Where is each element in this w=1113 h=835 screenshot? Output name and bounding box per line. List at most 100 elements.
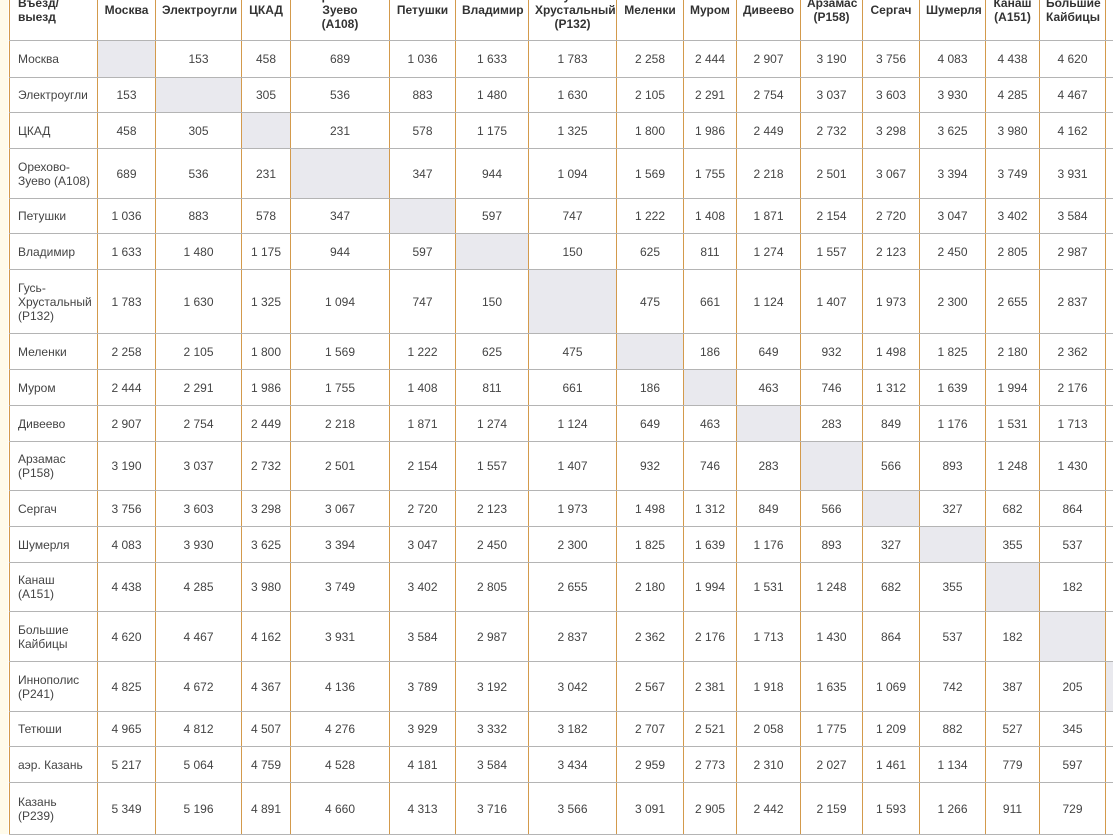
distance-cell: 1 209 xyxy=(863,712,920,747)
distance-cell: 537 xyxy=(1040,527,1106,563)
distance-cell: 3 298 xyxy=(242,491,291,527)
distance-cell: 3 930 xyxy=(156,527,242,563)
distance-cell: 1 124 xyxy=(737,270,801,334)
distance-cell: 1 783 xyxy=(98,270,156,334)
distance-cell: 1 407 xyxy=(801,270,863,334)
distance-cell: 2 154 xyxy=(390,442,456,491)
distance-cell: 475 xyxy=(529,334,617,370)
distance-cell: 2 987 xyxy=(456,612,529,662)
distance-cell: 682 xyxy=(863,563,920,612)
row-label: Меленки xyxy=(10,334,98,370)
distance-cell: 1 800 xyxy=(242,334,291,370)
row-label: Канаш (А151) xyxy=(10,563,98,612)
diagonal-cell xyxy=(863,491,920,527)
row-label: Орехово- Зуево (А108) xyxy=(10,149,98,199)
distance-cell: 2 732 xyxy=(242,442,291,491)
header-row: Въезд/ выезд МоскваЭлектроуглиЦКАДОрехов… xyxy=(10,0,1113,41)
distance-cell: 5 349 xyxy=(98,783,156,835)
distance-cell: 1 783 xyxy=(529,41,617,78)
distance-cell: 3 980 xyxy=(242,563,291,612)
distance-cell: 3 584 xyxy=(456,747,529,783)
distance-cell: 186 xyxy=(617,370,684,406)
distance-cell: 2 720 xyxy=(390,491,456,527)
distance-cell: 4 162 xyxy=(242,612,291,662)
distance-cell: 1 630 xyxy=(529,78,617,113)
distance-cell: 3 047 xyxy=(390,527,456,563)
distance-cell: 1 176 xyxy=(737,527,801,563)
partial-cell xyxy=(1106,527,1113,563)
distance-cell: 5 064 xyxy=(156,747,242,783)
distance-cell: 2 907 xyxy=(98,406,156,442)
distance-cell: 5 217 xyxy=(98,747,156,783)
distance-cell: 746 xyxy=(684,442,737,491)
distance-cell: 458 xyxy=(98,113,156,149)
distance-cell: 1 775 xyxy=(801,712,863,747)
distance-cell: 1 480 xyxy=(156,234,242,270)
distance-cell: 2 754 xyxy=(156,406,242,442)
distance-cell: 3 929 xyxy=(390,712,456,747)
distance-cell: 2 381 xyxy=(684,662,737,712)
distance-cell: 2 027 xyxy=(801,747,863,783)
distance-cell: 3 716 xyxy=(456,783,529,835)
distance-cell: 1 248 xyxy=(986,442,1040,491)
distance-cell: 1 094 xyxy=(291,270,390,334)
distance-cell: 2 837 xyxy=(1040,270,1106,334)
distance-cell: 2 450 xyxy=(920,234,986,270)
distance-cell: 2 258 xyxy=(98,334,156,370)
distance-cell: 2 754 xyxy=(737,78,801,113)
distance-cell: 566 xyxy=(801,491,863,527)
distance-cell: 2 362 xyxy=(617,612,684,662)
distance-cell: 305 xyxy=(156,113,242,149)
distance-cell: 3 394 xyxy=(291,527,390,563)
distance-cell: 2 450 xyxy=(456,527,529,563)
partial-cell xyxy=(1106,563,1113,612)
diagonal-cell xyxy=(1040,612,1106,662)
distance-cell: 3 980 xyxy=(986,113,1040,149)
distance-table: Въезд/ выезд МоскваЭлектроуглиЦКАДОрехов… xyxy=(9,0,1113,835)
distance-cell: 2 291 xyxy=(156,370,242,406)
distance-cell: 2 218 xyxy=(737,149,801,199)
partial-cell xyxy=(1106,199,1113,234)
distance-cell: 4 620 xyxy=(1040,41,1106,78)
distance-cell: 3 047 xyxy=(920,199,986,234)
distance-cell: 2 444 xyxy=(684,41,737,78)
distance-cell: 3 182 xyxy=(529,712,617,747)
distance-cell: 3 749 xyxy=(986,149,1040,199)
distance-cell: 3 067 xyxy=(291,491,390,527)
distance-cell: 153 xyxy=(98,78,156,113)
distance-cell: 2 310 xyxy=(737,747,801,783)
distance-cell: 150 xyxy=(529,234,617,270)
partial-cell xyxy=(1106,712,1113,747)
distance-cell: 1 871 xyxy=(737,199,801,234)
distance-cell: 1 134 xyxy=(920,747,986,783)
distance-cell: 1 973 xyxy=(863,270,920,334)
distance-cell: 625 xyxy=(456,334,529,370)
distance-cell: 661 xyxy=(684,270,737,334)
distance-cell: 2 154 xyxy=(801,199,863,234)
distance-cell: 2 959 xyxy=(617,747,684,783)
distance-cell: 864 xyxy=(1040,491,1106,527)
distance-cell: 2 987 xyxy=(1040,234,1106,270)
distance-cell: 4 136 xyxy=(291,662,390,712)
diagonal-cell xyxy=(684,370,737,406)
distance-cell: 1 569 xyxy=(291,334,390,370)
distance-cell: 944 xyxy=(291,234,390,270)
distance-cell: 864 xyxy=(863,612,920,662)
distance-cell: 1 713 xyxy=(1040,406,1106,442)
column-header: Сергач xyxy=(863,0,920,41)
row-label: Арзамас (Р158) xyxy=(10,442,98,491)
distance-cell: 849 xyxy=(737,491,801,527)
distance-cell: 527 xyxy=(986,712,1040,747)
distance-cell: 327 xyxy=(863,527,920,563)
distance-cell: 932 xyxy=(617,442,684,491)
distance-cell: 4 965 xyxy=(98,712,156,747)
row-label: Шумерля xyxy=(10,527,98,563)
partial-cell xyxy=(1106,78,1113,113)
